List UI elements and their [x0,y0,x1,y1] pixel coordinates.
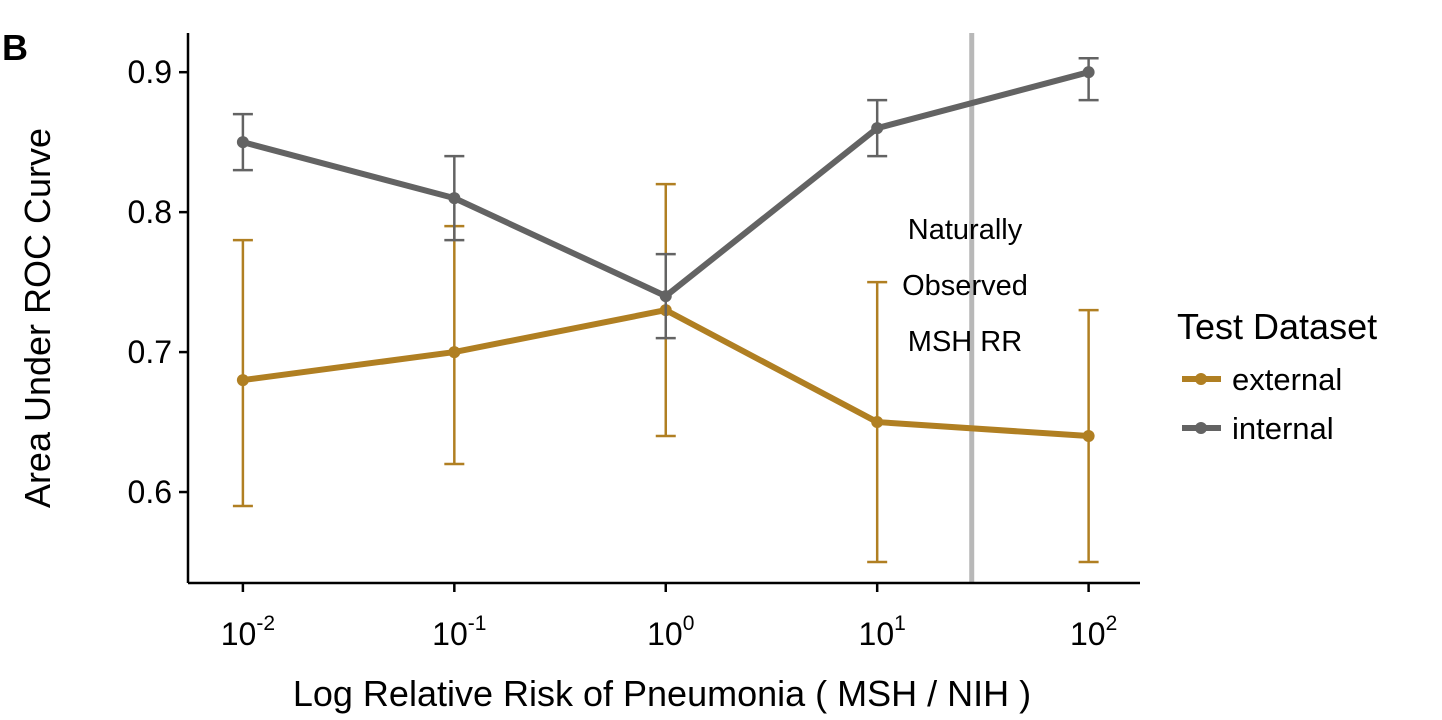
x-tick-base: 10 [1070,616,1106,652]
point-internal [659,290,672,303]
series-internal [232,56,1099,340]
legend-title: Test Dataset [1177,306,1377,347]
x-tick-label: 10-1 [432,612,486,652]
point-internal [1082,66,1095,79]
x-tick-label: 101 [859,612,906,652]
y-tick-label: 0.8 [128,194,172,230]
y-axis-title: Area Under ROC Curve [17,128,58,508]
point-internal [871,122,884,135]
legend: Test Dataset external internal [1177,306,1377,446]
x-tick-base: 10 [221,616,257,652]
x-tick-exponent: -2 [256,612,275,635]
point-external [1082,430,1095,443]
x-tick-exponent: 0 [683,612,695,635]
x-tick-exponent: -1 [468,612,487,635]
reference-annotation-line: Naturally [908,214,1023,246]
point-external [448,346,461,359]
point-internal [236,136,249,149]
reference-layer: Naturally Observed MSH RR [902,33,1028,583]
point-external [871,416,884,429]
x-tick-base: 10 [859,616,895,652]
legend-label-external: external [1232,362,1342,397]
y-tick-label: 0.7 [128,334,172,370]
x-tick-label: 10-2 [221,612,275,652]
legend-marker-internal [1195,422,1207,434]
series-layer [232,56,1099,564]
y-tick-label: 0.6 [128,474,172,510]
legend-label-internal: internal [1232,411,1334,446]
x-tick-label: 102 [1070,612,1117,652]
legend-marker-external [1195,373,1207,385]
x-axis-title: Log Relative Risk of Pneumonia ( MSH / N… [293,673,1031,714]
reference-annotation-line: MSH RR [908,326,1022,358]
point-external [236,374,249,387]
y-tick-label: 0.9 [128,54,172,90]
x-tick-exponent: 2 [1106,612,1118,635]
point-internal [448,192,461,205]
x-tick-label: 100 [647,612,694,652]
x-tick-base: 10 [432,616,468,652]
axes: 0.60.70.80.910-2 10-1 100 101 102 [128,33,1140,652]
x-tick-exponent: 1 [894,612,906,635]
reference-annotation-line: Observed [902,270,1028,302]
panel-label: B [2,27,28,68]
x-tick-base: 10 [647,616,683,652]
